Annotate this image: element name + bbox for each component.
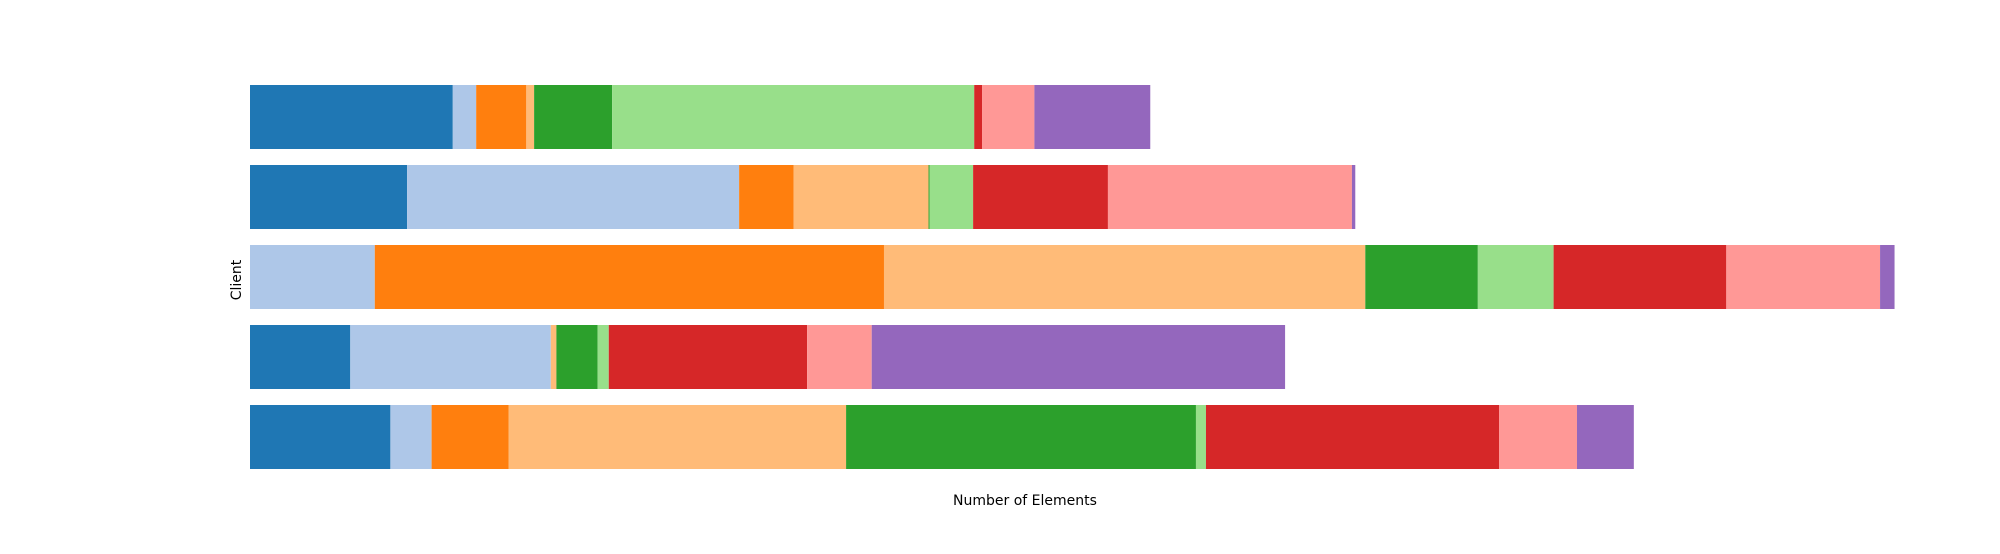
bar-segment-row3-seg8 bbox=[871, 325, 1286, 389]
bar-segment-row1-seg6 bbox=[973, 165, 1108, 229]
bar-segment-row4-seg7 bbox=[1499, 405, 1578, 469]
bar-segment-row0-seg3 bbox=[526, 85, 535, 149]
bar-segment-row0-seg4 bbox=[534, 85, 613, 149]
bar-segment-row0-seg1 bbox=[452, 85, 477, 149]
bars-group bbox=[250, 85, 1895, 469]
bar-segment-row3-seg6 bbox=[608, 325, 808, 389]
x-axis-label: Number of Elements bbox=[953, 493, 1097, 509]
bar-segment-row2-seg8 bbox=[1880, 245, 1895, 309]
bar-segment-row3-seg5 bbox=[597, 325, 609, 389]
bar-segment-row0-seg6 bbox=[974, 85, 983, 149]
bar-segment-row1-seg8 bbox=[1351, 165, 1356, 229]
bar-segment-row2-seg7 bbox=[1726, 245, 1881, 309]
bar-segment-row4-seg8 bbox=[1577, 405, 1634, 469]
bar-segment-row1-seg7 bbox=[1107, 165, 1352, 229]
bar-segment-row0-seg5 bbox=[612, 85, 975, 149]
bar-segment-row2-seg5 bbox=[1477, 245, 1554, 309]
bar-segment-row4-seg4 bbox=[846, 405, 1196, 469]
bar-segment-row0-seg8 bbox=[1034, 85, 1151, 149]
bar-segment-row0-seg2 bbox=[476, 85, 527, 149]
bar-segment-row1-seg3 bbox=[793, 165, 929, 229]
bar-segment-row3-seg3 bbox=[550, 325, 557, 389]
bar-segment-row2-seg1 bbox=[250, 245, 375, 309]
bar-segment-row0-seg7 bbox=[982, 85, 1035, 149]
bar-segment-row2-seg6 bbox=[1553, 245, 1727, 309]
bar-segment-row3-seg1 bbox=[350, 325, 551, 389]
bar-segment-row1-seg4 bbox=[928, 165, 930, 229]
bar-segment-row4-seg0 bbox=[250, 405, 391, 469]
y-axis-label: Client bbox=[229, 259, 245, 300]
bar-segment-row3-seg7 bbox=[807, 325, 872, 389]
bar-segment-row0-seg0 bbox=[250, 85, 453, 149]
bar-segment-row2-seg2 bbox=[374, 245, 884, 309]
bar-segment-row4-seg2 bbox=[431, 405, 509, 469]
bar-segment-row1-seg1 bbox=[407, 165, 740, 229]
bar-segment-row4-seg1 bbox=[390, 405, 432, 469]
bar-segment-row3-seg0 bbox=[250, 325, 351, 389]
bar-segment-row1-seg5 bbox=[929, 165, 974, 229]
bar-segment-row2-seg4 bbox=[1365, 245, 1478, 309]
bar-segment-row2-seg3 bbox=[883, 245, 1366, 309]
bar-segment-row3-seg4 bbox=[556, 325, 598, 389]
bar-segment-row1-seg0 bbox=[250, 165, 408, 229]
bar-segment-row4-seg5 bbox=[1195, 405, 1206, 469]
bar-segment-row4-seg3 bbox=[508, 405, 847, 469]
bar-segment-row4-seg6 bbox=[1205, 405, 1500, 469]
bar-segment-row1-seg2 bbox=[739, 165, 794, 229]
